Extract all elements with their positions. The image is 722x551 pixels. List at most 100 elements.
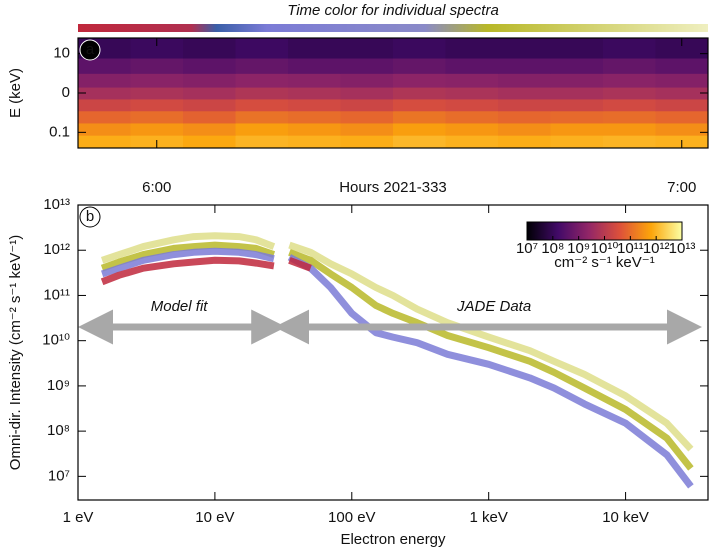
heatmap-cell: [498, 58, 551, 74]
heatmap-cell: [603, 122, 656, 136]
heatmap-cell: [498, 38, 551, 59]
panel-label-circle: [79, 206, 101, 228]
heatmap-cell: [288, 38, 341, 59]
heatmap-cell: [655, 98, 709, 112]
heatmap-cell: [288, 110, 341, 124]
spectrum-line: [100, 247, 694, 489]
heatmap-cell: [130, 38, 184, 59]
y-tick-label: 10¹¹: [43, 286, 70, 303]
heatmap-cell: [183, 58, 236, 74]
y-tick-label: 10⁸: [47, 422, 70, 439]
heatmap-cell: [235, 135, 289, 149]
panel-label: b: [79, 206, 101, 228]
heatmap-cell: [603, 38, 656, 59]
heatmap-cell: [340, 73, 394, 88]
heatmap-cell: [183, 98, 236, 112]
heatmap-cell: [498, 135, 551, 149]
heatmap-cell: [340, 135, 394, 149]
heatmap-cell: [498, 73, 551, 88]
heatmap-cell: [78, 122, 131, 136]
heatmap-cell: [550, 98, 604, 112]
heatmap-cell: [498, 87, 551, 100]
heatmap-cell: [498, 98, 551, 112]
y-axis-label: Omni-dir. Intensity (cm⁻² s⁻¹ keV⁻¹): [7, 235, 24, 470]
annotation: Model fit: [151, 298, 209, 315]
heatmap-cell: [393, 58, 446, 74]
heatmap-cell: [550, 122, 604, 136]
heatmap-cell: [235, 38, 289, 59]
y-tick-label: 0.1: [49, 123, 70, 140]
heatmap-cell: [393, 98, 446, 112]
heatmap-cell: [340, 58, 394, 74]
heatmap-cell: [393, 110, 446, 124]
panel-label-text: b: [86, 208, 94, 225]
heatmap-cell: [183, 110, 236, 124]
heatmap-cell: [603, 73, 656, 88]
heatmap-cell: [393, 122, 446, 136]
heatmap-cell: [550, 110, 604, 124]
y-tick-label: 10: [53, 45, 70, 62]
heatmap-cell: [130, 122, 184, 136]
spectrum-line: [100, 256, 312, 286]
heatmap-cell: [235, 110, 289, 124]
heatmap-cell: [78, 87, 131, 100]
colorbar-label: cm⁻² s⁻¹ keV⁻¹: [554, 254, 654, 271]
heatmap-cell: [655, 58, 709, 74]
heatmap-cell: [445, 110, 499, 124]
heatmap-cell: [603, 135, 656, 149]
heatmap-cell: [550, 58, 604, 74]
heatmap-cell: [445, 73, 499, 88]
y-tick-label: 10¹³: [43, 196, 70, 213]
plot-frame: [77, 204, 709, 501]
heatmap-cell: [78, 58, 131, 74]
heatmap-cell: [183, 73, 236, 88]
heatmap-cell: [603, 110, 656, 124]
heatmap-cell: [655, 110, 709, 124]
heatmap-cell: [393, 87, 446, 100]
time-color-bar: [78, 24, 708, 32]
heatmap-cell: [288, 58, 341, 74]
heatmap-cell: [340, 110, 394, 124]
heatmap-cell: [288, 122, 341, 136]
panel-label-circle: [79, 39, 101, 61]
heatmap-cell: [655, 87, 709, 100]
heatmap-cell: [183, 122, 236, 136]
heatmap-cell: [130, 73, 184, 88]
heatmap-cell: [393, 135, 446, 149]
colorbar-tick-label: 10¹¹: [617, 240, 644, 257]
heatmap-cell: [550, 73, 604, 88]
x-tick-label: 1 eV: [63, 509, 94, 526]
heatmap-cell: [130, 110, 184, 124]
heatmap-cell: [288, 87, 341, 100]
heatmap-cell: [393, 73, 446, 88]
y-tick-label: 10¹⁰: [42, 332, 70, 349]
y-tick-label: 0: [62, 84, 70, 101]
annotation: JADE Data: [456, 298, 531, 315]
heatmap-cell: [235, 87, 289, 100]
heatmap-cell: [130, 87, 184, 100]
panel-label: a: [79, 39, 101, 61]
heatmap-cell: [445, 135, 499, 149]
x-axis-label: Hours 2021-333: [339, 179, 447, 196]
colorbar-tick-label: 10¹²: [643, 240, 670, 257]
heatmap-cell: [445, 38, 499, 59]
heatmap-cell: [445, 122, 499, 136]
colorbar-tick-label: 10⁹: [567, 240, 590, 257]
heatmap-cell: [183, 38, 236, 59]
heatmap-cell: [498, 110, 551, 124]
heatmap-cell: [445, 58, 499, 74]
heatmap-cell: [340, 87, 394, 100]
colorbar-tick-label: 10⁸: [541, 240, 564, 257]
panel-label-text: a: [86, 41, 95, 58]
colorbar-tick-label: 10⁷: [516, 240, 538, 257]
x-axis-label: Electron energy: [340, 531, 446, 548]
heatmap-cell: [550, 38, 604, 59]
heatmap-cell: [603, 98, 656, 112]
x-tick-label: 100 eV: [328, 509, 376, 526]
heatmap-cell: [183, 135, 236, 149]
heatmap-cell: [78, 135, 131, 149]
colorbar-tick-label: 10¹⁰: [591, 240, 619, 257]
x-tick-label: 10 eV: [195, 509, 234, 526]
heatmap-cell: [550, 87, 604, 100]
y-tick-label: 10¹²: [43, 241, 70, 258]
